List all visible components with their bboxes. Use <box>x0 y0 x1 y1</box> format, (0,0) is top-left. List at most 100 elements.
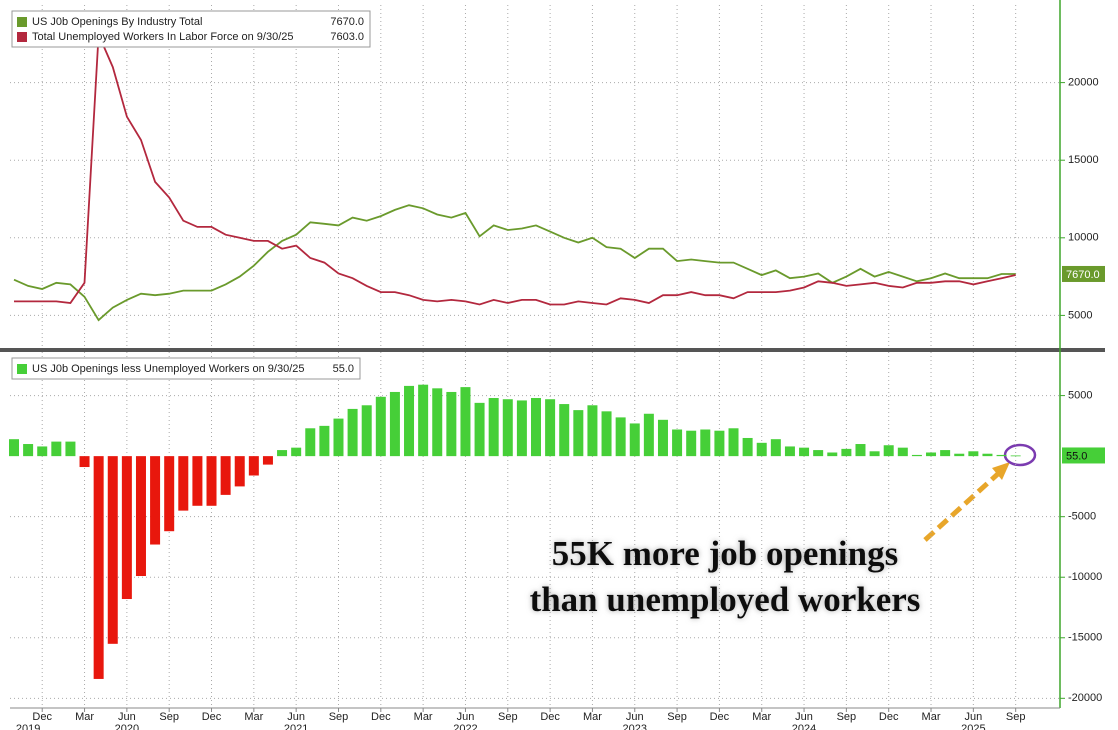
y-tick-label: 5000 <box>1068 389 1092 401</box>
bar <box>121 456 132 600</box>
bar <box>799 447 810 457</box>
bar <box>474 402 485 457</box>
bar <box>488 398 499 457</box>
panel: 5000 10000 15000 20000 US J0b Openings By In… <box>10 5 1105 348</box>
bar <box>573 410 584 457</box>
bar <box>1010 455 1021 457</box>
bar <box>93 456 104 679</box>
bar <box>841 448 852 457</box>
bar <box>234 456 245 487</box>
bar <box>601 411 612 457</box>
bar <box>277 450 288 457</box>
bar <box>262 456 273 465</box>
x-year-label: 2022 <box>453 723 477 730</box>
bar <box>178 456 189 511</box>
bar <box>883 445 894 457</box>
panel: Dec Mar Jun Sep Dec Mar Jun Sep Dec Mar Jun Sep Dec M… <box>9 352 1105 730</box>
bar <box>982 453 993 457</box>
bar <box>418 384 429 457</box>
x-tick-label: Dec <box>710 711 730 723</box>
bar <box>968 451 979 457</box>
bar <box>855 444 866 457</box>
x-year-label: 2020 <box>115 723 139 730</box>
x-tick-label: Dec <box>202 711 222 723</box>
bar <box>587 405 598 457</box>
y-tick-label: -10000 <box>1068 571 1102 583</box>
legend-value: 7670.0 <box>330 16 364 28</box>
x-tick-label: Sep <box>1006 711 1026 723</box>
bar <box>531 398 541 457</box>
x-tick-label: Mar <box>583 711 602 723</box>
x-tick-label: Sep <box>498 711 518 723</box>
x-tick-label: Sep <box>329 711 349 723</box>
x-tick-label: Dec <box>540 711 560 723</box>
bar <box>23 444 34 457</box>
bar <box>911 454 922 457</box>
x-year-label: 2024 <box>792 723 816 730</box>
x-year-label: 2023 <box>623 723 647 730</box>
bar <box>714 430 725 457</box>
line-series <box>13 204 1016 322</box>
x-tick-label: Jun <box>118 711 136 723</box>
bar <box>770 439 781 457</box>
legend-label: Total Unemployed Workers In Labor Force … <box>32 31 294 43</box>
bar <box>150 456 161 545</box>
legend-value: 55.0 <box>333 363 354 375</box>
bar <box>107 456 118 644</box>
line-series <box>14 34 1016 306</box>
legend-value: 7603.0 <box>330 31 364 43</box>
bar <box>51 441 62 457</box>
legend-swatch <box>17 364 27 374</box>
bar <box>813 450 824 457</box>
legend-label: US J0b Openings By Industry Total <box>32 16 202 28</box>
arrow-head <box>992 462 1010 480</box>
bar <box>954 453 965 457</box>
y-tick-label: 15000 <box>1068 154 1099 166</box>
bar <box>361 405 372 457</box>
legend-box <box>11 10 371 48</box>
bar <box>686 430 697 457</box>
bar <box>333 418 344 457</box>
bar <box>206 456 217 506</box>
bar <box>248 456 259 476</box>
y-tick-label: 20000 <box>1068 77 1099 89</box>
x-year-label: 2019 <box>16 723 40 730</box>
bar <box>926 452 937 457</box>
bar <box>700 429 711 457</box>
y-tick-label: -20000 <box>1068 692 1102 704</box>
value-tag-label: 55.0 <box>1066 450 1087 462</box>
bar <box>135 456 146 577</box>
y-tick-label: -15000 <box>1068 632 1102 644</box>
bar <box>615 417 626 457</box>
bar <box>220 456 231 495</box>
bar <box>940 450 951 457</box>
x-tick-label: Mar <box>244 711 263 723</box>
legend-swatch <box>17 17 27 27</box>
panel-separator <box>0 348 1105 352</box>
bar <box>389 391 400 457</box>
bar <box>9 439 19 457</box>
bar <box>827 452 838 457</box>
bar <box>319 425 330 457</box>
legend-swatch <box>17 32 27 42</box>
bar <box>432 388 443 457</box>
x-tick-label: Dec <box>371 711 391 723</box>
value-tag <box>1062 447 1105 464</box>
highlight-ellipse <box>1003 443 1037 467</box>
x-tick-label: Mar <box>922 711 941 723</box>
bar <box>784 446 795 457</box>
x-tick-label: Mar <box>75 711 94 723</box>
x-tick-label: Mar <box>414 711 433 723</box>
bar <box>869 451 880 457</box>
legend-label: US J0b Openings less Unemployed Workers … <box>32 363 305 375</box>
bar <box>375 396 386 457</box>
legend-box <box>11 357 361 380</box>
y-tick-label: 10000 <box>1068 232 1099 244</box>
y-tick-label: 5000 <box>1068 309 1092 321</box>
bar <box>742 437 753 457</box>
bar <box>897 447 908 457</box>
x-tick-label: Jun <box>795 711 813 723</box>
bar <box>672 429 683 457</box>
